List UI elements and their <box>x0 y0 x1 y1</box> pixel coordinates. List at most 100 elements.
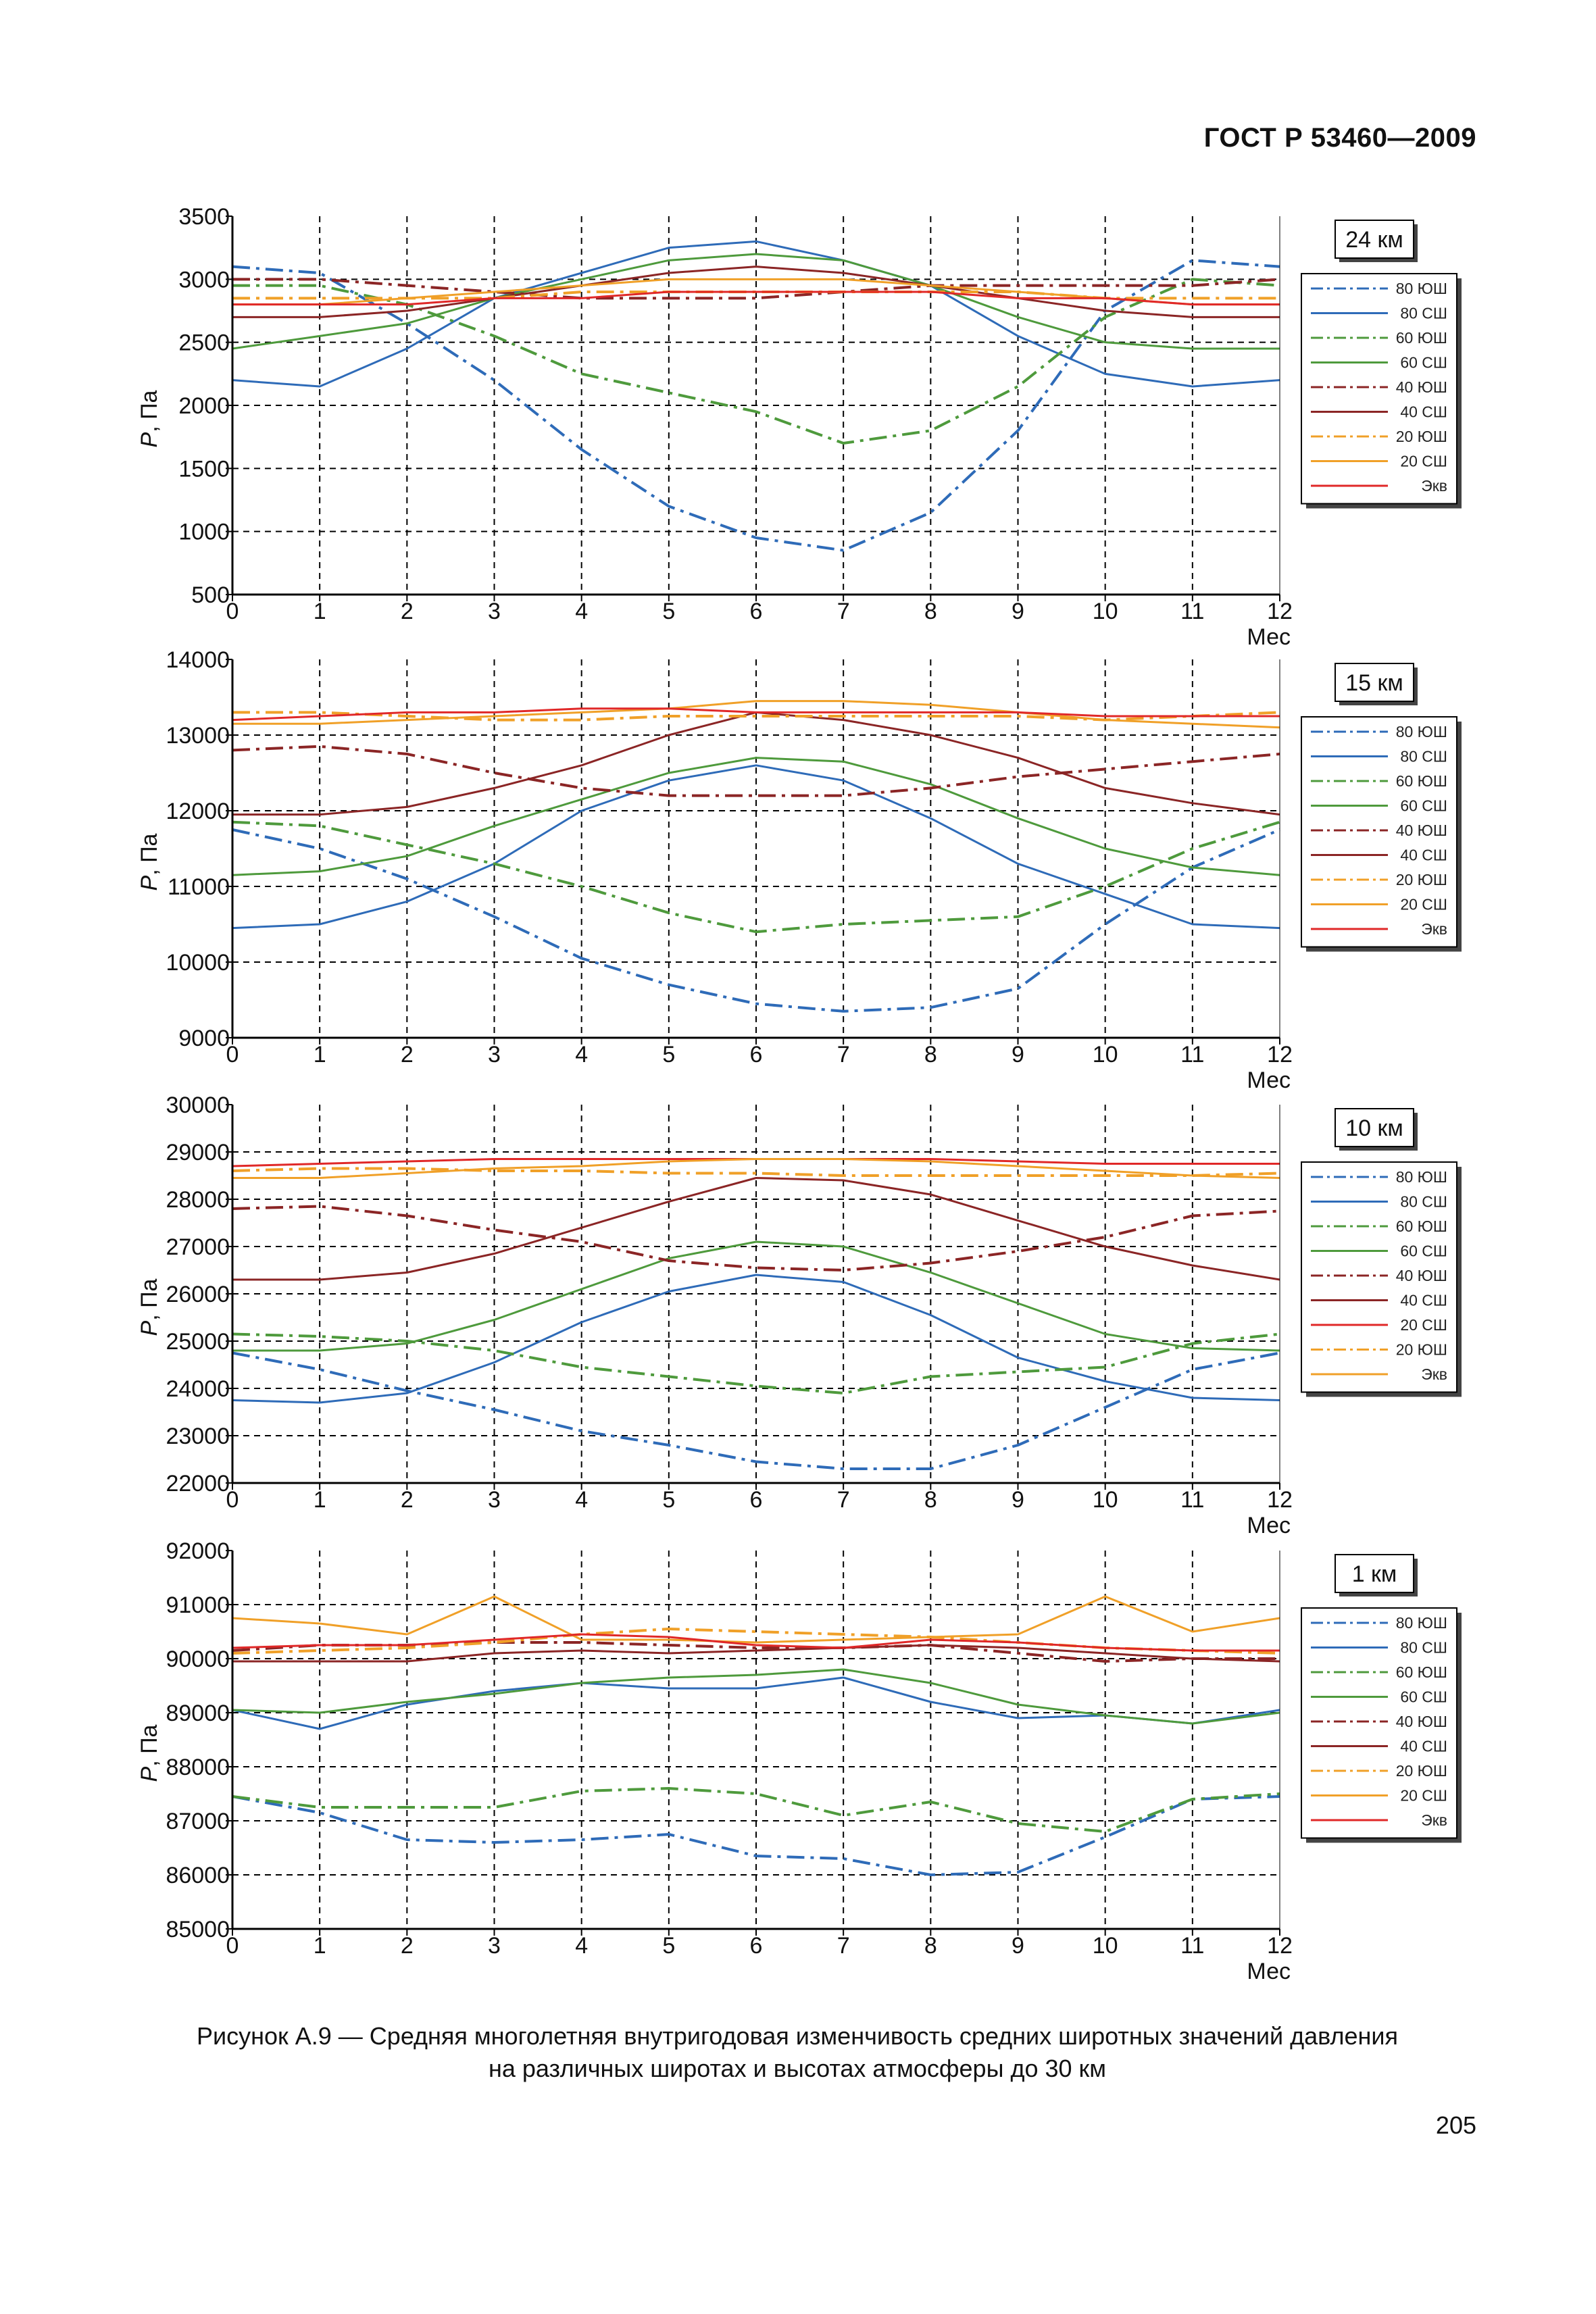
x-tick-label: 3 <box>488 599 501 624</box>
x-tick-label: 4 <box>575 1933 588 1959</box>
y-tick-label: 9000 <box>178 1026 230 1051</box>
altitude-box <box>1335 663 1414 702</box>
x-tick-label: 5 <box>662 1933 675 1959</box>
legend-label: Экв <box>1421 1365 1447 1383</box>
series-line-8 <box>232 1595 1280 1644</box>
chart-panel-3: 22000 23000 24000 25000 26000 27000 28000 29000… <box>136 1092 1462 1538</box>
y-axis-symbol: P <box>136 432 162 447</box>
x-tick-label: 8 <box>924 1042 937 1067</box>
series-line-3 <box>232 820 1280 934</box>
page-number: 205 <box>1435 2111 1476 2139</box>
y-axis-label: P, Па <box>136 833 162 890</box>
legend-label: Экв <box>1421 477 1447 495</box>
series-line-2 <box>232 240 1280 388</box>
series-line-8 <box>232 700 1280 729</box>
x-tick-label: 6 <box>750 599 763 624</box>
y-tick-label: 3000 <box>178 267 230 293</box>
chart-panel-4: 85000 86000 87000 88000 89000 90000 91000 92000… <box>136 1538 1462 1984</box>
legend-label: 60 ЮШ <box>1396 329 1447 347</box>
x-tick-label: 9 <box>1012 1487 1024 1513</box>
legend-label: 60 ЮШ <box>1396 1663 1447 1681</box>
x-tick-label: 5 <box>662 599 675 624</box>
x-tick-label: 1 <box>314 1933 326 1959</box>
x-tick-label: 1 <box>314 599 326 624</box>
x-tick-label: 5 <box>662 1042 675 1067</box>
series-line-1 <box>232 1795 1280 1876</box>
legend-label: 60 ЮШ <box>1396 772 1447 790</box>
y-tick-label: 22000 <box>166 1471 230 1496</box>
x-tick-label: 11 <box>1180 599 1204 624</box>
x-tick-label: 1 <box>314 1487 326 1513</box>
x-tick-label: 7 <box>837 1933 850 1959</box>
x-tick-label: 11 <box>1180 1933 1204 1959</box>
series-line-6 <box>232 1177 1280 1281</box>
x-tick-label: 5 <box>662 1487 675 1513</box>
series-line-4 <box>232 1668 1280 1725</box>
legend-label: 20 ЮШ <box>1396 1762 1447 1780</box>
altitude-box <box>1335 220 1414 259</box>
series-line-2 <box>232 1274 1280 1404</box>
series-line-6 <box>232 266 1280 318</box>
x-tick-label: 6 <box>750 1487 763 1513</box>
x-tick-label: 4 <box>575 1487 588 1513</box>
x-tick-label: 7 <box>837 1042 850 1067</box>
legend-label: 80 СШ <box>1400 1193 1447 1211</box>
x-tick-label: 10 <box>1093 599 1118 624</box>
series-line-5 <box>232 278 1280 300</box>
legend-label: Экв <box>1421 920 1447 938</box>
legend-label: 20 ЮШ <box>1396 1341 1447 1359</box>
legend-box <box>1301 1161 1457 1393</box>
legend-label: 40 СШ <box>1400 403 1447 421</box>
series-line-1 <box>232 828 1280 1013</box>
legend-label: 60 СШ <box>1400 354 1447 372</box>
x-tick-label: 11 <box>1180 1487 1204 1513</box>
legend-label: 20 ЮШ <box>1396 871 1447 888</box>
x-tick-label: 0 <box>226 1042 239 1067</box>
y-tick-label: 85000 <box>166 1917 230 1942</box>
x-tick-label: 10 <box>1093 1042 1118 1067</box>
legend-label: 40 ЮШ <box>1396 1267 1447 1284</box>
y-tick-label: 29000 <box>166 1140 230 1165</box>
y-tick-label: 2000 <box>178 393 230 419</box>
altitude-label: 1 км <box>1352 1561 1397 1587</box>
y-tick-label: 500 <box>191 582 230 608</box>
x-tick-label: 3 <box>488 1042 501 1067</box>
caption-line-1: Рисунок А.9 — Средняя многолетняя внутри… <box>196 2022 1398 2050</box>
x-tick-label: 12 <box>1267 1933 1293 1959</box>
legend-box <box>1301 716 1457 948</box>
y-axis-label: P, Па <box>136 1724 162 1782</box>
x-tick-label: 3 <box>488 1933 501 1959</box>
altitude-label: 24 км <box>1345 227 1403 253</box>
y-tick-label: 26000 <box>166 1282 230 1307</box>
x-tick-label: 8 <box>924 1933 937 1959</box>
legend-label: 60 СШ <box>1400 1242 1447 1260</box>
y-tick-label: 1500 <box>178 456 230 482</box>
x-tick-label: 6 <box>750 1933 763 1959</box>
y-tick-label: 86000 <box>166 1863 230 1888</box>
x-tick-label: 7 <box>837 1487 850 1513</box>
x-tick-label: 1 <box>314 1042 326 1067</box>
y-tick-label: 87000 <box>166 1809 230 1834</box>
y-axis-symbol: P <box>136 875 162 890</box>
y-tick-label: 14000 <box>166 647 230 673</box>
y-tick-label: 13000 <box>166 723 230 749</box>
x-tick-label: 4 <box>575 599 588 624</box>
altitude-label: 10 км <box>1345 1115 1403 1141</box>
altitude-box <box>1335 1554 1414 1593</box>
y-tick-label: 10000 <box>166 950 230 976</box>
series-line-3 <box>232 1332 1280 1394</box>
legend-box <box>1301 273 1457 505</box>
x-tick-label: 2 <box>401 1487 414 1513</box>
series-line-4 <box>232 757 1280 876</box>
legend-label: 20 СШ <box>1400 896 1447 913</box>
legend-label: 20 СШ <box>1400 1787 1447 1805</box>
x-tick-label: 0 <box>226 1933 239 1959</box>
y-axis-label: P, Па <box>136 1278 162 1336</box>
x-tick-label: 10 <box>1093 1933 1118 1959</box>
y-tick-label: 90000 <box>166 1646 230 1672</box>
series-line-3 <box>232 1787 1280 1833</box>
legend-label: 80 ЮШ <box>1396 1614 1447 1632</box>
series-line-9 <box>232 1158 1280 1179</box>
series-line-9 <box>232 291 1280 306</box>
